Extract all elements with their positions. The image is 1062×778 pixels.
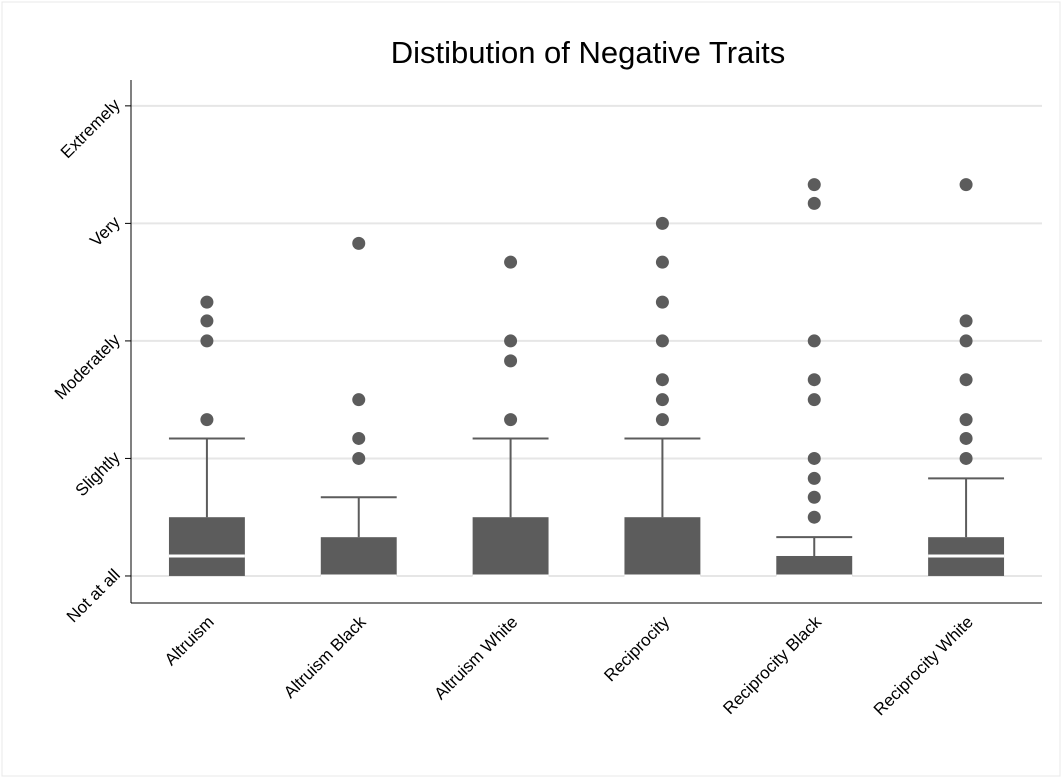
- outlier: [807, 471, 821, 485]
- outlier: [807, 178, 821, 192]
- outlier: [655, 216, 669, 230]
- outlier: [959, 373, 973, 387]
- outlier: [655, 334, 669, 348]
- outlier: [200, 334, 214, 348]
- outlier: [807, 373, 821, 387]
- box: [472, 517, 549, 576]
- chart-title: Distibution of Negative Traits: [391, 35, 786, 70]
- outlier: [655, 373, 669, 387]
- box: [624, 517, 701, 576]
- outlier: [352, 393, 366, 407]
- outlier: [807, 393, 821, 407]
- outlier: [352, 451, 366, 465]
- outlier: [200, 295, 214, 309]
- outlier: [504, 354, 518, 368]
- outlier: [807, 510, 821, 524]
- outlier: [959, 178, 973, 192]
- outlier: [807, 451, 821, 465]
- box: [320, 537, 397, 576]
- outlier: [504, 255, 518, 269]
- outlier: [959, 431, 973, 445]
- outlier: [200, 314, 214, 328]
- box: [168, 517, 245, 576]
- outlier: [807, 490, 821, 504]
- outlier: [807, 196, 821, 210]
- outlier: [807, 334, 821, 348]
- outlier: [655, 295, 669, 309]
- outlier: [352, 236, 366, 250]
- outlier: [504, 334, 518, 348]
- outlier: [959, 334, 973, 348]
- outlier: [200, 413, 214, 427]
- outlier: [655, 393, 669, 407]
- outlier: [504, 413, 518, 427]
- outlier: [959, 451, 973, 465]
- box: [776, 555, 853, 576]
- outlier: [655, 255, 669, 269]
- outlier: [655, 413, 669, 427]
- outlier: [959, 413, 973, 427]
- outlier: [352, 431, 366, 445]
- outlier: [959, 314, 973, 328]
